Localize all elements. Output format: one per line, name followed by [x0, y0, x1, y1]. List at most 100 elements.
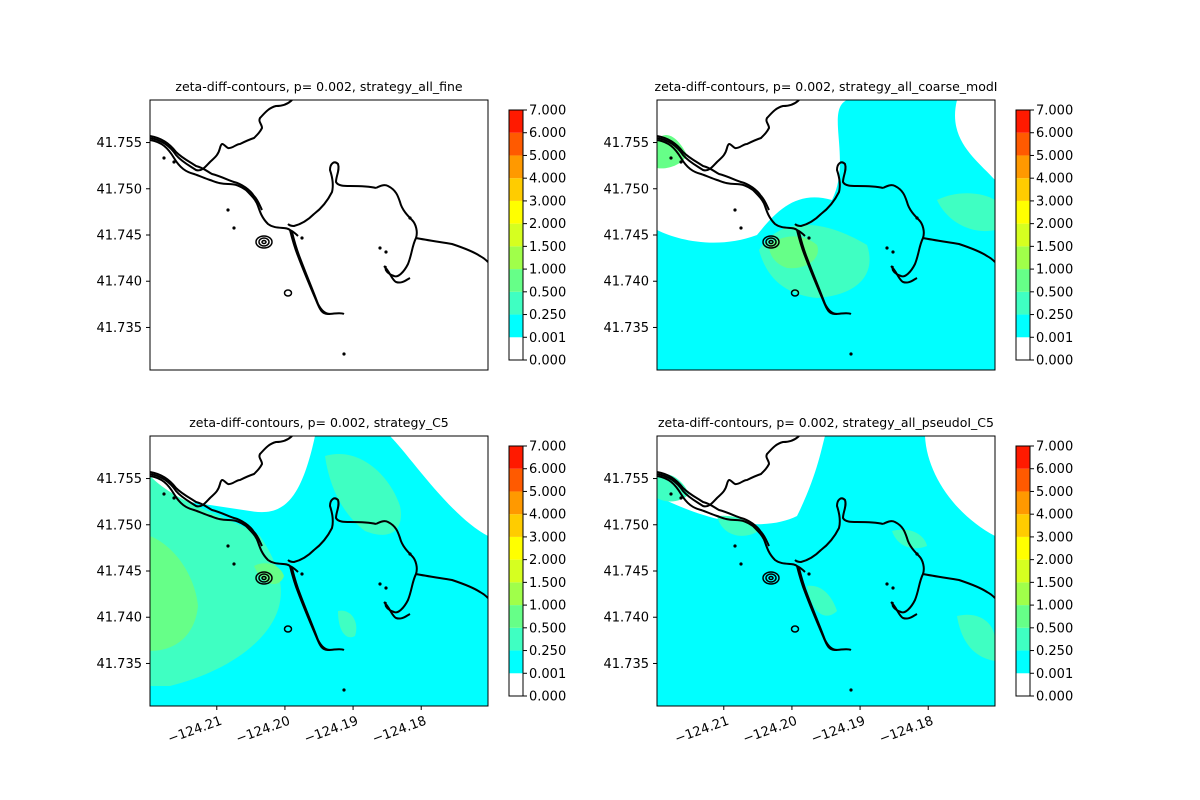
- rock-marker: [232, 562, 236, 566]
- rock-marker: [408, 552, 412, 556]
- colorbar-segment: [509, 627, 523, 651]
- coastline-contour: [657, 135, 770, 211]
- colorbar-tick-label: 0.250: [529, 644, 566, 659]
- colorbar-segment: [509, 673, 523, 696]
- rock-marker: [885, 582, 889, 586]
- island-contour: [762, 571, 780, 585]
- y-tick-label: 41.740: [604, 275, 650, 290]
- colorbar-segment: [1016, 673, 1030, 696]
- contour-fill-region: [338, 610, 357, 638]
- colorbar-tick-label: 6.000: [529, 462, 566, 477]
- coastline-contour: [150, 100, 293, 172]
- coastline-contour: [657, 436, 800, 508]
- rock-marker: [384, 586, 388, 590]
- colorbar-tick-label: 0.250: [1036, 308, 1073, 323]
- colorbar-segment: [1016, 650, 1030, 674]
- colorbar-tick-label: 5.000: [1036, 149, 1073, 164]
- colorbar-tick-label: 0.500: [529, 285, 566, 300]
- colorbar: 0.000 0.001 0.250 0.500 1.000 1.500 2.000 3.000…: [508, 104, 566, 369]
- coastline-contour: [415, 573, 488, 599]
- colorbar-tick-label: 3.000: [1036, 530, 1073, 545]
- rock-marker: [915, 552, 919, 556]
- contour-fill-region: [957, 614, 995, 661]
- coastline-contour: [657, 471, 770, 547]
- y-tick-label: 41.735: [604, 321, 650, 336]
- plot-area: [150, 100, 488, 370]
- colorbar-segment: [509, 514, 523, 537]
- x-tick-label: −124.18: [877, 714, 935, 747]
- colorbar-tick-label: 6.000: [529, 126, 566, 141]
- colorbar-segment: [509, 491, 523, 515]
- coastline-contour: [890, 265, 918, 284]
- rock-marker: [849, 352, 853, 356]
- coastline-contour: [794, 161, 884, 227]
- colorbar-tick-label: 2.000: [1036, 217, 1073, 232]
- colorbar-segment: [1016, 223, 1030, 247]
- y-tick-label: 41.750: [97, 182, 143, 197]
- island-contour: [790, 289, 800, 297]
- colorbar: 0.000 0.001 0.250 0.500 1.000 1.500 2.000 3.000…: [508, 440, 566, 705]
- colorbar-tick-label: 2.000: [529, 553, 566, 568]
- coastline-contour: [922, 237, 995, 263]
- coastline-contour: [383, 265, 411, 284]
- x-tick-label: −124.21: [673, 714, 731, 747]
- colorbar-segment: [509, 291, 523, 315]
- colorbar-segment: [509, 155, 523, 179]
- colorbar-tick-label: 2.000: [529, 217, 566, 232]
- island-contour: [261, 239, 267, 245]
- colorbar-tick-label: 0.001: [1036, 667, 1073, 682]
- colorbar-segment: [509, 132, 523, 156]
- colorbar-segment: [1016, 627, 1030, 651]
- rock-marker: [162, 156, 166, 160]
- colorbar-segment: [509, 178, 523, 201]
- colorbar-segment: [1016, 314, 1030, 338]
- colorbar-tick-label: 4.000: [1036, 172, 1073, 187]
- y-tick-label: 41.740: [97, 275, 143, 290]
- rock-marker: [733, 208, 737, 212]
- panel-title: zeta-diff-contours, p= 0.002, strategy_a…: [658, 415, 994, 430]
- colorbar-segment: [1016, 605, 1030, 628]
- island-contour: [762, 235, 780, 249]
- panel-title: zeta-diff-contours, p= 0.002, strategy_C…: [189, 415, 449, 430]
- colorbar-tick-label: 6.000: [1036, 126, 1073, 141]
- contour-fill-region: [937, 193, 995, 232]
- y-tick-label: 41.740: [604, 611, 650, 626]
- colorbar-segment: [1016, 491, 1030, 515]
- panel-title: zeta-diff-contours, p= 0.002, strategy_a…: [175, 79, 463, 94]
- x-tick-label: −124.20: [741, 714, 799, 747]
- coastline-contour: [882, 520, 925, 614]
- colorbar-segment: [509, 468, 523, 492]
- colorbar-tick-label: 4.000: [529, 172, 566, 187]
- colorbar-segment: [1016, 155, 1030, 179]
- coastline-contour: [882, 184, 925, 278]
- y-tick-label: 41.745: [97, 229, 143, 244]
- coastline-contour: [657, 139, 806, 237]
- contour-fill-region: [657, 436, 995, 706]
- colorbar-tick-label: 0.500: [1036, 285, 1073, 300]
- island-contour: [765, 573, 777, 583]
- colorbar-segment: [509, 269, 523, 292]
- colorbar-segment: [1016, 514, 1030, 537]
- colorbar-segment: [1016, 132, 1030, 156]
- colorbar-segment: [509, 559, 523, 583]
- coastline-contour: [375, 520, 418, 614]
- colorbar-segment: [509, 650, 523, 674]
- colorbar-tick-label: 0.250: [529, 308, 566, 323]
- coastline-contour: [794, 497, 884, 563]
- colorbar-tick-label: 1.500: [529, 576, 566, 591]
- rock-marker: [384, 250, 388, 254]
- island-contour: [768, 239, 774, 245]
- rock-marker: [679, 160, 683, 164]
- colorbar-tick-label: 7.000: [1036, 104, 1073, 119]
- colorbar-tick-label: 4.000: [1036, 508, 1073, 523]
- colorbar-segment: [1016, 337, 1030, 360]
- colorbar-segment: [1016, 246, 1030, 270]
- colorbar-tick-label: 3.000: [1036, 194, 1073, 209]
- y-tick-label: 41.735: [97, 657, 143, 672]
- coastline-contour: [150, 471, 263, 547]
- coastline-contour: [287, 497, 377, 563]
- colorbar-tick-label: 0.000: [529, 690, 566, 705]
- island-contour: [765, 237, 777, 247]
- rock-marker: [739, 226, 743, 230]
